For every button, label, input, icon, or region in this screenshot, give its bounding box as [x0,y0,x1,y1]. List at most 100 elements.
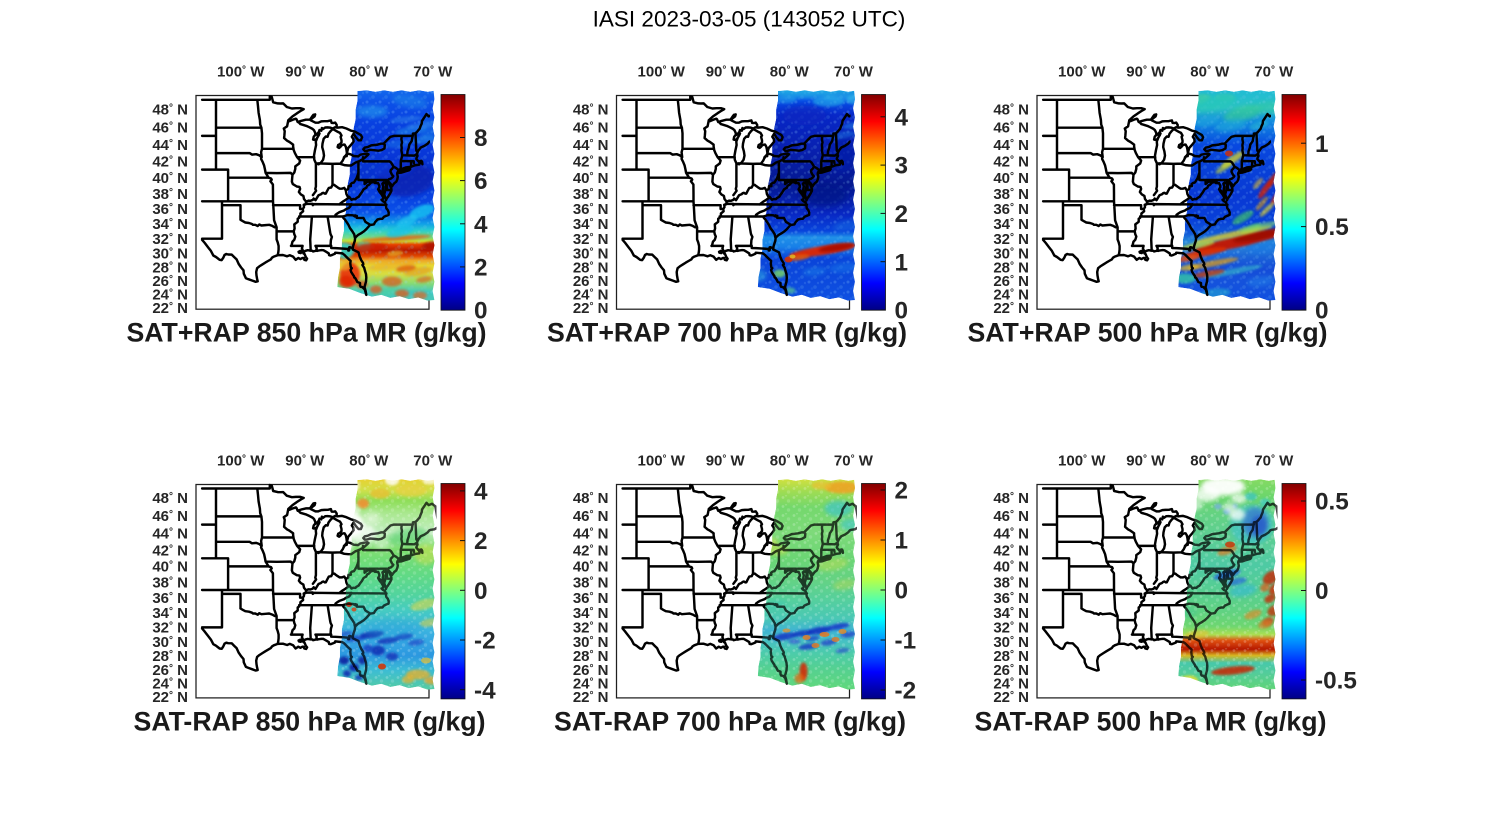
svg-text:1: 1 [1315,131,1329,158]
svg-text:48° N: 48° N [993,490,1029,507]
svg-text:2: 2 [474,528,488,555]
svg-text:90° W: 90° W [706,453,746,470]
svg-text:80° W: 80° W [349,453,389,470]
svg-text:4: 4 [474,211,488,238]
svg-text:-4: -4 [474,677,496,704]
svg-text:70° W: 70° W [1254,453,1294,470]
svg-text:36° N: 36° N [993,590,1029,607]
svg-text:SAT+RAP 850 hPa MR (g/kg): SAT+RAP 850 hPa MR (g/kg) [126,318,486,348]
svg-text:46° N: 46° N [993,119,1029,136]
svg-text:48° N: 48° N [993,101,1029,118]
svg-text:38° N: 38° N [573,186,609,203]
svg-text:0: 0 [895,578,909,605]
svg-text:24° N: 24° N [573,287,609,304]
svg-text:28° N: 28° N [573,259,609,276]
svg-text:38° N: 38° N [573,575,609,592]
svg-text:30° N: 30° N [573,634,609,651]
svg-text:30° N: 30° N [993,634,1029,651]
svg-text:38° N: 38° N [152,186,188,203]
svg-text:40° N: 40° N [573,559,609,576]
svg-text:38° N: 38° N [993,186,1029,203]
svg-text:6: 6 [474,168,488,195]
svg-text:80° W: 80° W [349,64,389,81]
svg-text:42° N: 42° N [993,542,1029,559]
svg-text:22° N: 22° N [993,300,1029,317]
svg-text:44° N: 44° N [993,526,1029,543]
svg-text:-0.5: -0.5 [1315,668,1357,695]
svg-text:34° N: 34° N [152,605,188,622]
svg-text:46° N: 46° N [573,508,609,525]
svg-text:38° N: 38° N [152,575,188,592]
svg-text:0.5: 0.5 [1315,214,1349,241]
svg-text:30° N: 30° N [993,245,1029,262]
svg-text:3: 3 [895,153,909,180]
svg-text:26° N: 26° N [152,662,188,679]
svg-text:44° N: 44° N [152,137,188,154]
svg-text:32° N: 32° N [573,231,609,248]
svg-text:100° W: 100° W [638,453,686,470]
svg-text:SAT+RAP 500 hPa MR (g/kg): SAT+RAP 500 hPa MR (g/kg) [967,318,1327,348]
svg-text:40° N: 40° N [993,559,1029,576]
svg-text:32° N: 32° N [573,620,609,637]
svg-text:46° N: 46° N [152,508,188,525]
svg-text:32° N: 32° N [152,231,188,248]
svg-text:90° W: 90° W [1126,64,1166,81]
svg-text:34° N: 34° N [993,605,1029,622]
svg-text:28° N: 28° N [993,648,1029,665]
svg-text:SAT-RAP 700 hPa MR (g/kg): SAT-RAP 700 hPa MR (g/kg) [554,706,906,736]
svg-text:48° N: 48° N [573,101,609,118]
svg-text:36° N: 36° N [993,201,1029,218]
svg-text:40° N: 40° N [573,170,609,187]
svg-text:28° N: 28° N [152,648,188,665]
svg-text:24° N: 24° N [993,675,1029,692]
svg-text:42° N: 42° N [573,542,609,559]
svg-text:36° N: 36° N [152,201,188,218]
svg-text:100° W: 100° W [1058,64,1106,81]
svg-text:34° N: 34° N [573,605,609,622]
svg-text:100° W: 100° W [217,453,265,470]
svg-text:0: 0 [1315,298,1329,325]
svg-text:26° N: 26° N [152,273,188,290]
svg-text:90° W: 90° W [285,453,325,470]
svg-text:70° W: 70° W [834,64,874,81]
svg-text:44° N: 44° N [573,137,609,154]
svg-text:24° N: 24° N [152,675,188,692]
svg-text:70° W: 70° W [834,453,874,470]
svg-text:22° N: 22° N [993,689,1029,706]
svg-text:IASI 2023-03-05 (143052 UTC): IASI 2023-03-05 (143052 UTC) [593,7,906,32]
svg-text:42° N: 42° N [573,154,609,171]
svg-text:24° N: 24° N [152,287,188,304]
svg-text:1: 1 [895,528,909,555]
svg-text:38° N: 38° N [993,575,1029,592]
svg-text:0: 0 [895,298,909,325]
svg-text:40° N: 40° N [993,170,1029,187]
svg-text:100° W: 100° W [1058,453,1106,470]
svg-text:40° N: 40° N [152,170,188,187]
svg-text:30° N: 30° N [152,245,188,262]
svg-text:24° N: 24° N [993,287,1029,304]
svg-text:44° N: 44° N [573,526,609,543]
svg-text:32° N: 32° N [993,231,1029,248]
svg-text:34° N: 34° N [993,216,1029,233]
svg-text:32° N: 32° N [152,620,188,637]
svg-text:30° N: 30° N [152,634,188,651]
svg-text:26° N: 26° N [573,273,609,290]
svg-text:22° N: 22° N [152,689,188,706]
svg-text:70° W: 70° W [413,64,453,81]
svg-text:34° N: 34° N [152,216,188,233]
svg-text:2: 2 [895,201,909,228]
svg-text:26° N: 26° N [993,273,1029,290]
svg-text:48° N: 48° N [573,490,609,507]
svg-text:2: 2 [474,255,488,282]
svg-text:46° N: 46° N [993,508,1029,525]
svg-text:0: 0 [1315,578,1329,605]
svg-text:SAT-RAP 850 hPa MR (g/kg): SAT-RAP 850 hPa MR (g/kg) [134,706,486,736]
svg-text:-1: -1 [895,628,917,655]
svg-text:2: 2 [895,478,909,505]
svg-text:100° W: 100° W [638,64,686,81]
svg-text:26° N: 26° N [993,662,1029,679]
svg-text:46° N: 46° N [152,119,188,136]
svg-text:0: 0 [474,298,488,325]
svg-text:4: 4 [474,479,488,506]
svg-text:46° N: 46° N [573,119,609,136]
